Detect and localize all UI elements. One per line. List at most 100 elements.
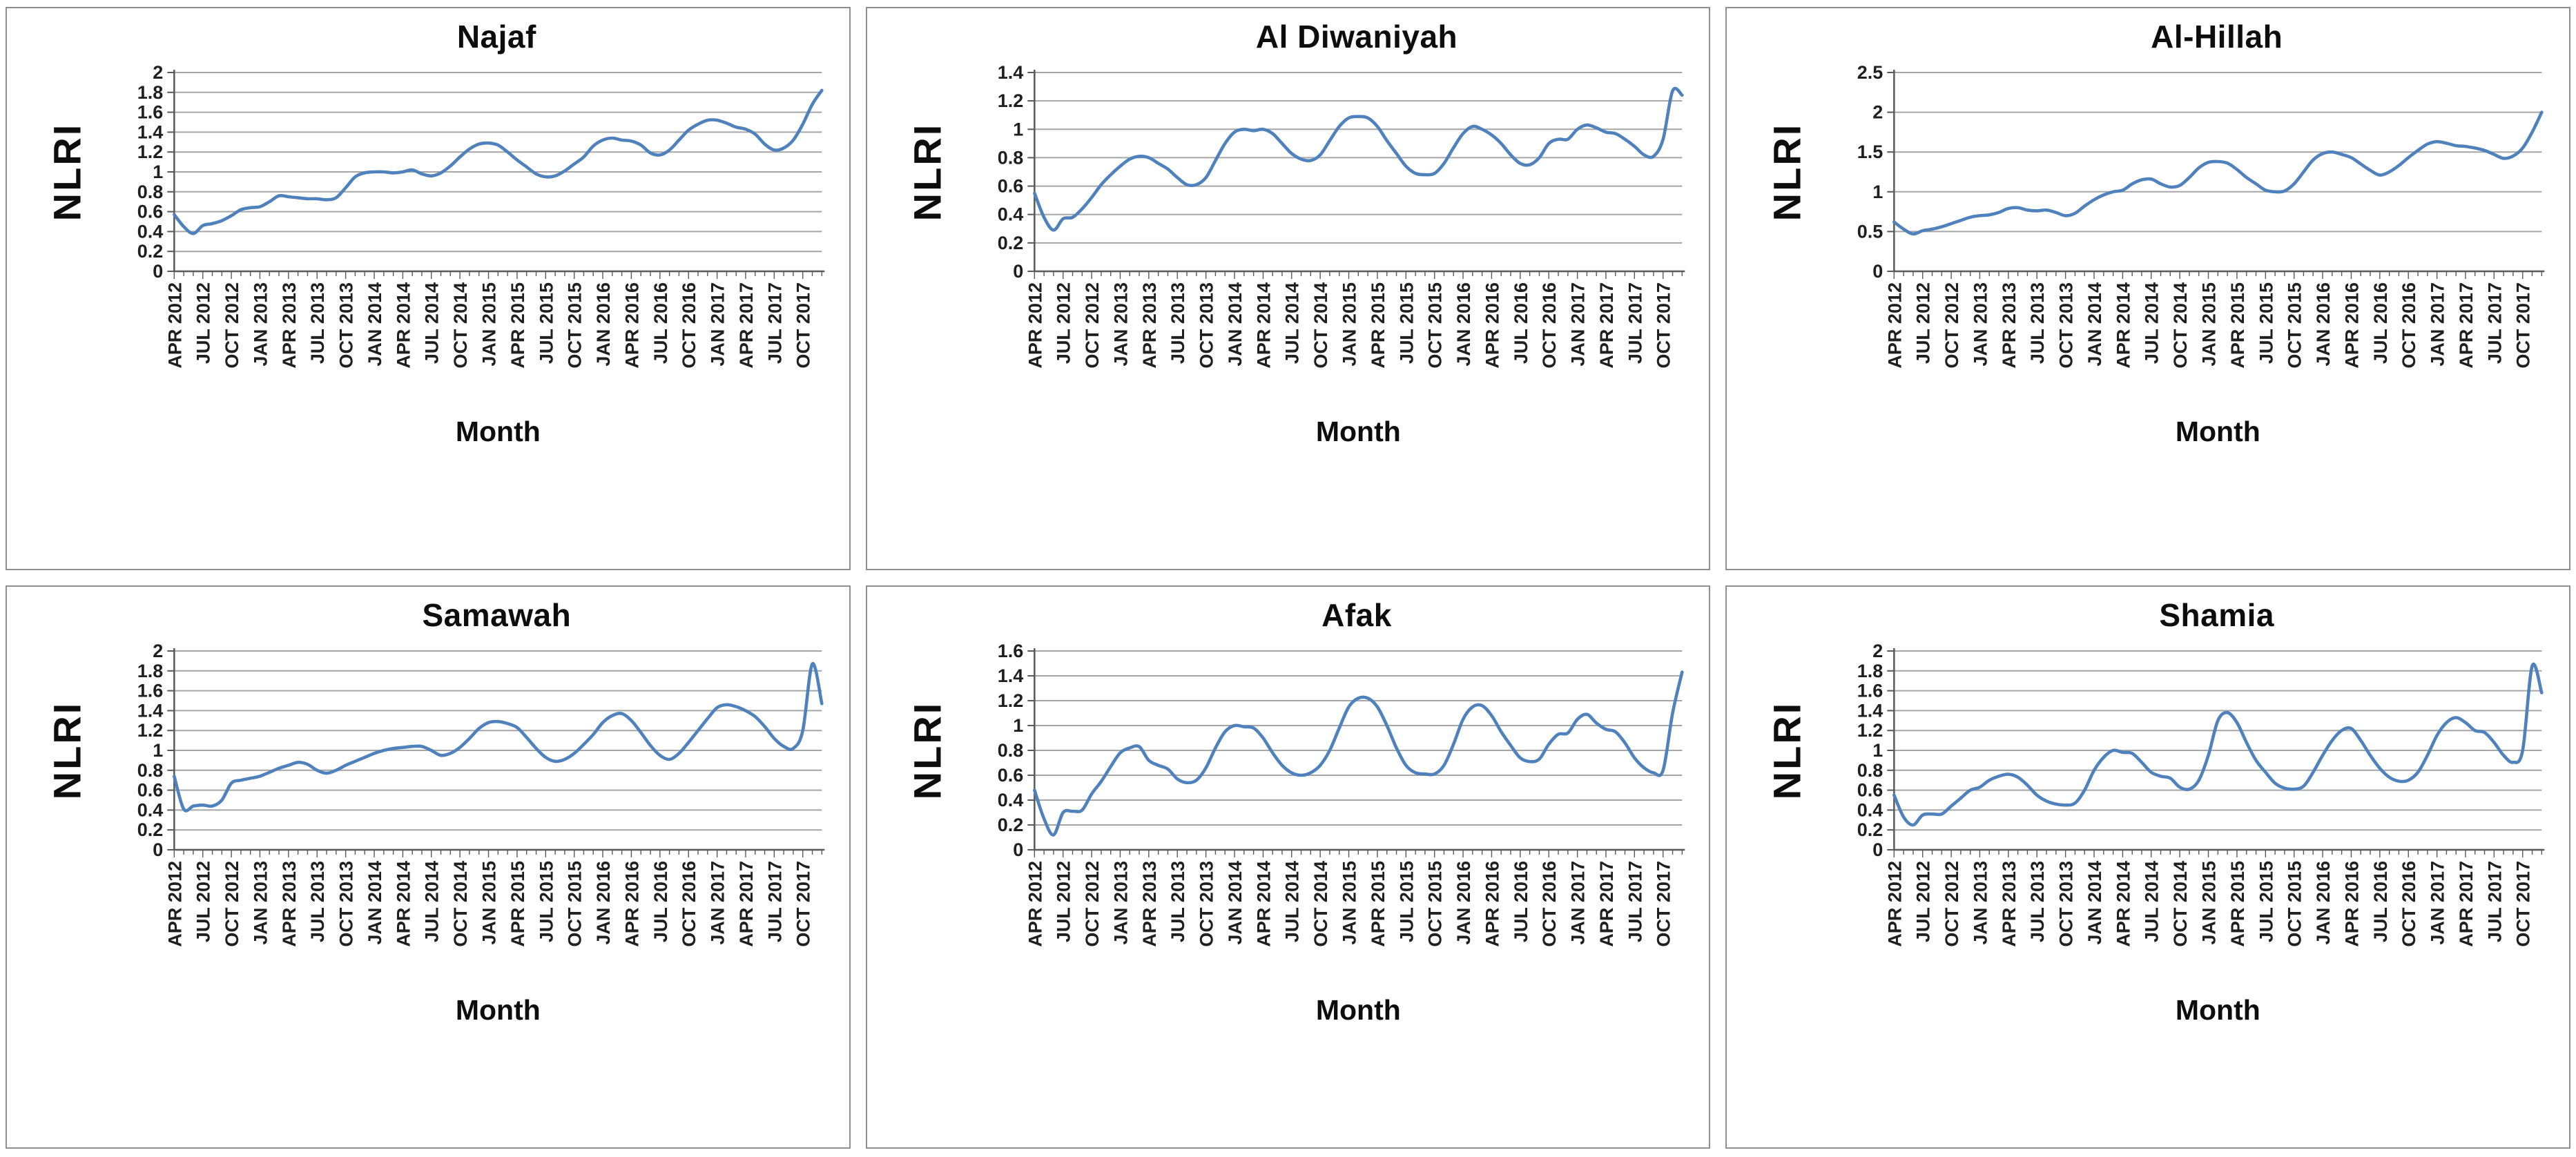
- x-tick-label: OCT 2016: [679, 282, 699, 369]
- x-tick-label: JUL 2016: [2370, 861, 2391, 942]
- nlri-series-line: [1892, 110, 2544, 235]
- y-axis-title: NLRI: [905, 701, 949, 799]
- y-tick-label: 0.8: [1857, 759, 1883, 780]
- y-axis-title: NLRI: [45, 122, 88, 221]
- x-tick-label: OCT 2012: [222, 282, 242, 369]
- chart-panel-al-diwaniyah: Al Diwaniyah 1.4 1.2 1 0.8 0.6 0.4 0.2 0 APR 201…: [865, 7, 1711, 570]
- x-tick-label: JAN 2015: [2199, 282, 2220, 367]
- x-tick-label: OCT 2013: [336, 861, 357, 947]
- x-tick-label: APR 2014: [2113, 282, 2134, 369]
- nlri-series-line: [1892, 662, 2544, 826]
- x-tick-label: APR 2012: [1885, 282, 1906, 369]
- y-tick-label: 0.8: [137, 181, 164, 202]
- x-tick-label: APR 2017: [1596, 861, 1617, 947]
- x-axis-title: Month: [2176, 416, 2260, 447]
- x-tick-label: JUL 2015: [536, 861, 556, 942]
- al-hillah-line-chart: 2.5 2 1.5 1 0.5 0 APR 2012 JUL 2012 OCT 2012 JAN …: [1727, 57, 2569, 561]
- x-tick-label: JAN 2014: [1225, 861, 1246, 945]
- x-tick-label: APR 2012: [164, 861, 185, 947]
- chart-panel-al-hillah: Al-Hillah 2.5 2 1.5 1 0.5 0 APR 2012 JUL 2012 OC…: [1725, 7, 2570, 570]
- chart-panel-najaf: Najaf 2 1.8 1.6 1.4 1.2 1 0.8 0.6 0.4 0.2 0 APR 201…: [6, 7, 851, 570]
- y-tick-label: 1.4: [137, 700, 164, 721]
- x-tick-label: OCT 2014: [450, 861, 471, 947]
- x-tick-label: OCT 2013: [1196, 861, 1217, 947]
- y-tick-label: 1.8: [137, 81, 164, 102]
- y-tick-label: 1.6: [1857, 680, 1883, 701]
- x-tick-label: APR 2012: [1025, 282, 1045, 369]
- x-axis-title: Month: [456, 416, 541, 447]
- y-tick-label: 0.4: [137, 799, 164, 820]
- x-tick-label: JUL 2016: [2370, 282, 2391, 364]
- x-tick-label: OCT 2015: [2285, 282, 2305, 369]
- x-tick-label: OCT 2017: [1653, 861, 1674, 947]
- y-tick-label: 0.4: [997, 790, 1023, 810]
- x-tick-label: JUL 2015: [536, 282, 556, 364]
- x-tick-label: JUL 2013: [307, 861, 328, 942]
- y-tick-label: 0.8: [997, 147, 1023, 168]
- y-axis-title: NLRI: [45, 701, 88, 799]
- x-tick-label: APR 2015: [1368, 282, 1388, 369]
- y-tick-label: 1: [1013, 715, 1023, 736]
- x-tick-label: OCT 2016: [679, 861, 699, 947]
- y-tick-label: 1.2: [137, 142, 164, 162]
- x-tick-label: APR 2015: [507, 861, 528, 947]
- x-tick-label: JUL 2016: [1510, 861, 1531, 942]
- nlri-series-line: [173, 88, 824, 235]
- x-tick-label: JAN 2014: [1225, 282, 1246, 367]
- x-tick-label: JUL 2013: [1168, 282, 1188, 364]
- x-tick-label: JUL 2017: [764, 282, 785, 364]
- y-tick-label: 1: [153, 162, 163, 182]
- x-tick-label: JAN 2016: [2313, 282, 2334, 367]
- y-tick-label: 1.6: [997, 641, 1023, 661]
- x-tick-label: JAN 2016: [593, 282, 614, 367]
- x-tick-label: JAN 2017: [708, 282, 728, 367]
- x-tick-label: JUL 2014: [2142, 282, 2162, 364]
- x-tick-label: JUL 2017: [1625, 282, 1645, 364]
- y-tick-label: 1: [153, 740, 163, 761]
- x-tick-label: JUL 2012: [1913, 861, 1934, 942]
- y-tick-label: 1: [1873, 740, 1883, 761]
- y-tick-label: 2: [153, 62, 163, 83]
- x-tick-label: JUL 2015: [2256, 282, 2277, 364]
- chart-title: Samawah: [422, 597, 572, 633]
- y-tick-label: 0: [153, 839, 163, 860]
- x-tick-label: JUL 2013: [2028, 861, 2049, 942]
- x-tick-label: OCT 2013: [2056, 861, 2077, 947]
- y-tick-label: 1: [1873, 181, 1883, 202]
- x-tick-label: JAN 2013: [1110, 861, 1131, 945]
- x-tick-label: JAN 2015: [479, 861, 500, 945]
- x-tick-label: APR 2017: [736, 861, 757, 947]
- y-tick-label: 0.4: [997, 204, 1023, 224]
- x-tick-label: OCT 2012: [222, 861, 242, 947]
- x-tick-label: OCT 2016: [2399, 282, 2420, 369]
- x-tick-label: APR 2013: [279, 861, 300, 947]
- x-tick-label: JUL 2016: [650, 282, 671, 364]
- y-tick-label: 0.2: [137, 819, 164, 840]
- x-axis-title: Month: [2176, 994, 2260, 1026]
- x-tick-label: APR 2016: [1482, 282, 1502, 369]
- x-tick-label: OCT 2012: [1941, 282, 1962, 369]
- y-tick-label: 1.2: [997, 90, 1023, 111]
- x-tick-label: APR 2014: [2113, 861, 2134, 947]
- y-tick-label: 1.4: [997, 62, 1023, 83]
- x-tick-label: JAN 2017: [1567, 282, 1588, 367]
- y-tick-label: 1.4: [1857, 700, 1883, 721]
- x-tick-label: OCT 2016: [2399, 861, 2420, 947]
- x-tick-label: OCT 2013: [336, 282, 357, 369]
- x-tick-label: JUL 2012: [1053, 861, 1074, 942]
- x-tick-label: OCT 2016: [1539, 861, 1560, 947]
- x-tick-label: JAN 2014: [365, 861, 385, 945]
- y-tick-label: 1.4: [137, 121, 164, 142]
- y-tick-label: 1.2: [997, 690, 1023, 711]
- najaf-line-chart: 2 1.8 1.6 1.4 1.2 1 0.8 0.6 0.4 0.2 0 APR 2012 JUL 2…: [7, 57, 849, 561]
- x-tick-label: APR 2017: [736, 282, 757, 369]
- x-tick-label: APR 2016: [2342, 282, 2363, 369]
- y-tick-label: 1.8: [137, 660, 164, 681]
- y-tick-label: 1: [1013, 119, 1023, 139]
- x-tick-label: APR 2013: [1139, 282, 1159, 369]
- samawah-line-chart: 2 1.8 1.6 1.4 1.2 1 0.8 0.6 0.4 0.2 0 APR 2012 JUL 2…: [7, 636, 849, 1140]
- y-tick-label: 0.2: [137, 241, 164, 262]
